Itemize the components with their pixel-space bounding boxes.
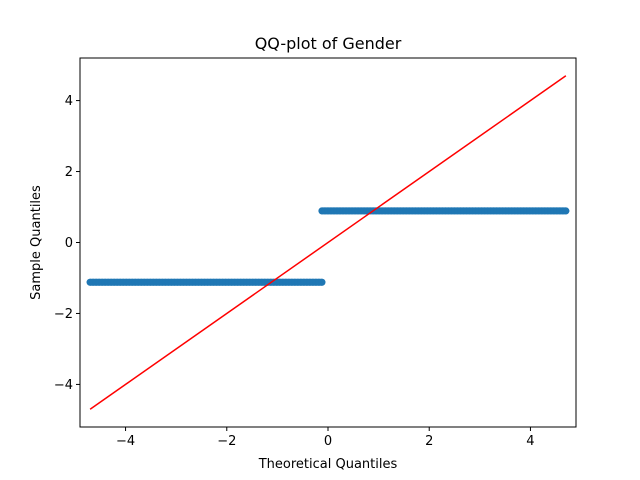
sample-point	[318, 278, 326, 286]
chart-title: QQ-plot of Gender	[255, 34, 402, 53]
y-axis: −4 −2 0 2 4	[54, 94, 80, 393]
x-axis-label: Theoretical Quantiles	[258, 457, 398, 472]
reference-line	[89, 75, 567, 410]
y-tick-label: −4	[54, 378, 73, 393]
sample-point	[562, 207, 570, 215]
y-axis-label: Sample Quantiles	[29, 185, 44, 300]
y-tick-label: 0	[65, 236, 73, 251]
x-tick-label: 4	[526, 434, 534, 449]
sample-points-series	[86, 207, 570, 286]
y-tick-label: 2	[65, 165, 73, 180]
plot-area	[86, 75, 570, 410]
x-tick-label: 0	[324, 434, 332, 449]
x-tick-label: 2	[425, 434, 433, 449]
x-tick-label: −4	[116, 434, 135, 449]
x-axis: −4 −2 0 2 4	[116, 427, 535, 449]
y-tick-label: 4	[65, 94, 73, 109]
y-tick-label: −2	[54, 307, 73, 322]
x-tick-label: −2	[217, 434, 236, 449]
